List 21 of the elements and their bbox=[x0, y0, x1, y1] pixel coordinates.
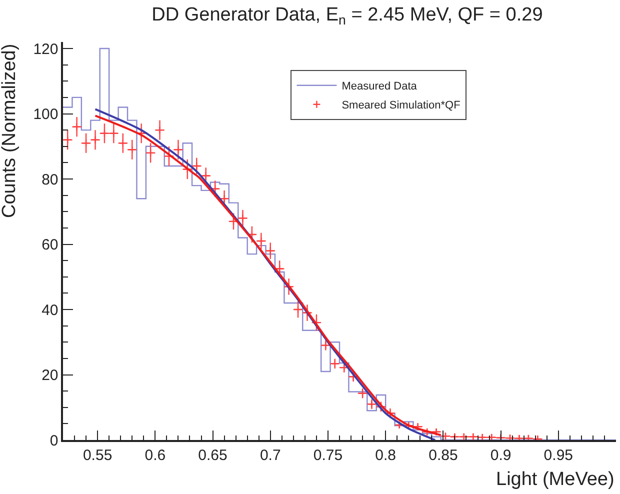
y-tick-label: 40 bbox=[42, 302, 58, 319]
x-tick-label: 0.55 bbox=[82, 446, 112, 464]
x-tick-label: 0.8 bbox=[375, 446, 396, 464]
x-tick-label: 0.65 bbox=[198, 446, 228, 464]
x-tick-label: 0.7 bbox=[260, 446, 281, 464]
y-tick-label: 20 bbox=[42, 367, 58, 384]
y-tick-label: 0 bbox=[50, 432, 58, 450]
y-tick-label: 120 bbox=[33, 40, 58, 58]
legend-label: Smeared Simulation*QF bbox=[342, 100, 461, 112]
y-tick-label: 80 bbox=[42, 171, 58, 188]
y-tick-label: 60 bbox=[42, 236, 58, 254]
y-axis-title: Counts (Normalized) bbox=[0, 44, 20, 218]
x-tick-label: 0.95 bbox=[544, 446, 573, 464]
chart-title: DD Generator Data, E$_{n}$ = 2.45 MeV, QF = 0.29 bbox=[152, 4, 543, 28]
x-axis-title: Light (MeVee) bbox=[496, 469, 614, 490]
x-tick-label: 0.9 bbox=[490, 446, 512, 464]
x-tick-label: 0.85 bbox=[428, 446, 458, 464]
x-tick-label: 0.6 bbox=[144, 446, 166, 464]
x-tick-label: 0.75 bbox=[313, 446, 343, 464]
y-tick-label: 100 bbox=[33, 106, 58, 124]
legend-label: Measured Data bbox=[342, 80, 418, 93]
